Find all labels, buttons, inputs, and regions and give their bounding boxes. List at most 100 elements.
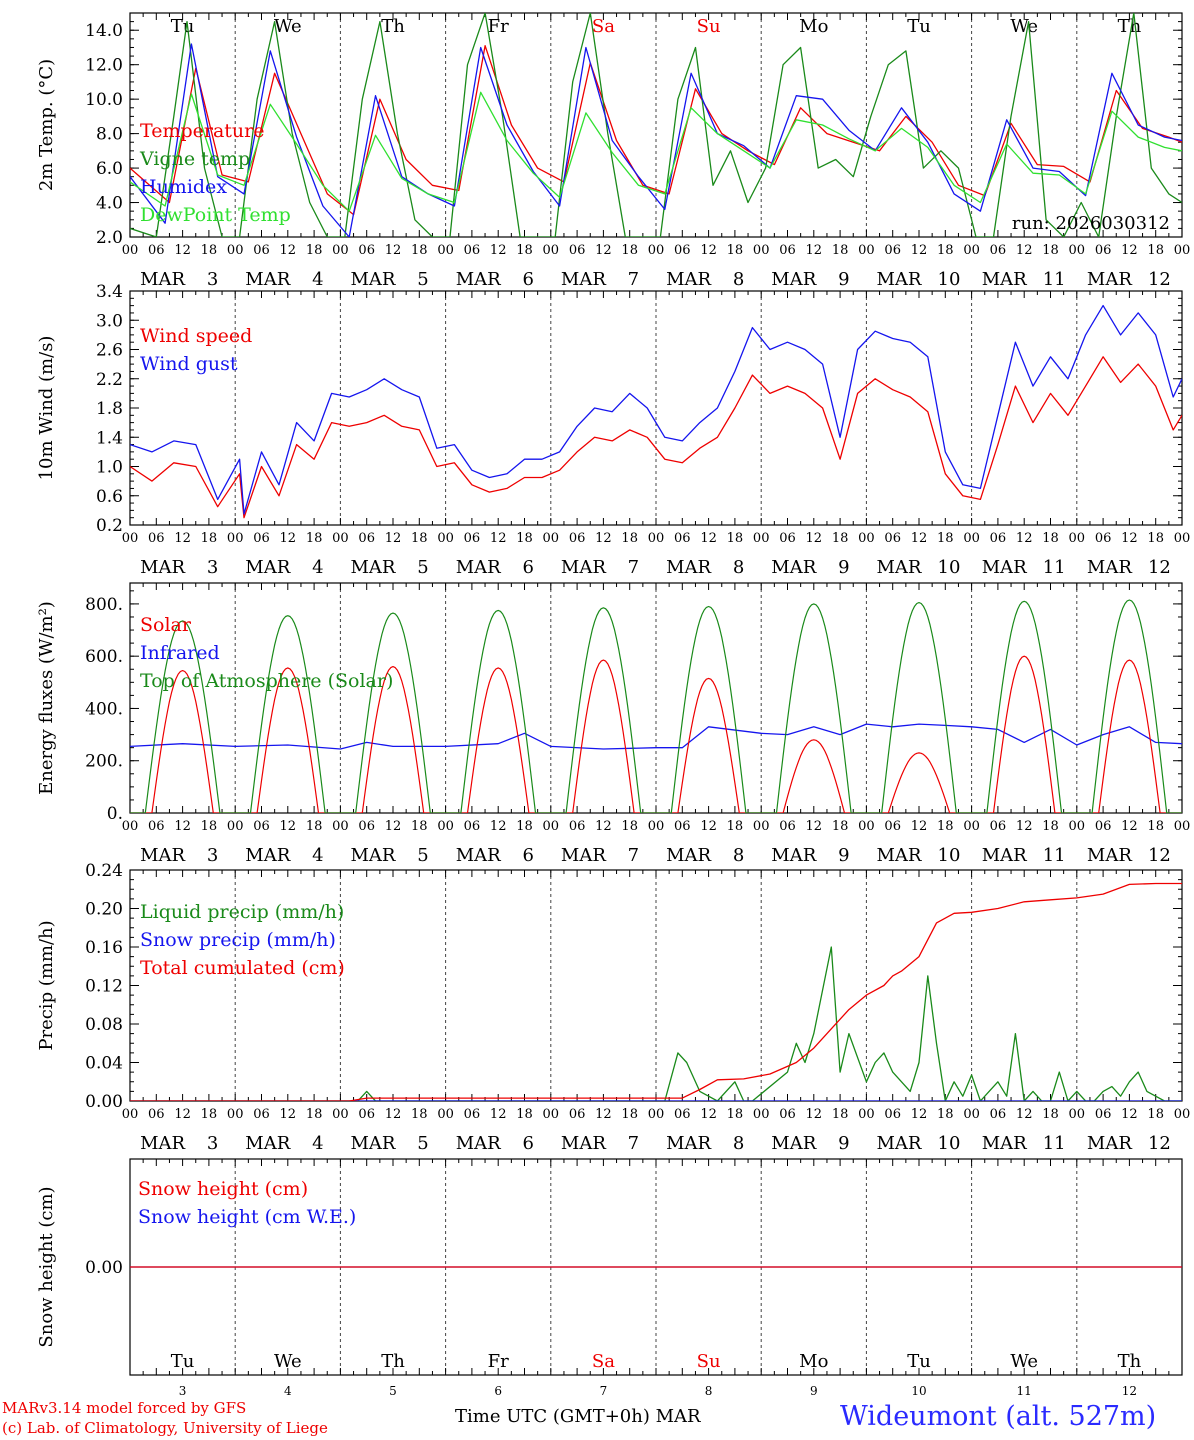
y-axis-label: 10m Wind (m/s) [36,336,57,481]
legend-entry: Solar [140,614,192,636]
date-day-label: 5 [417,1133,428,1154]
date-day-label: 4 [312,1133,323,1154]
hour-tick-label: 00 [227,819,244,834]
y-tick-label: 0.00 [85,1092,123,1112]
series-wind-speed [130,356,1182,519]
date-day-label: 4 [312,269,323,290]
date-day-label: 12 [1148,845,1171,866]
weekday-label: Th [1118,1351,1142,1372]
hour-tick-label: 00 [1069,1107,1086,1122]
legend-entry: Wind gust [140,353,238,375]
legend-entry: Liquid precip (mm/h) [140,901,344,923]
series-vigne-temp [130,13,1182,237]
weekday-label: Fr [488,1351,509,1372]
hour-tick-label: 00 [753,819,770,834]
hour-tick-label: 00 [1174,819,1191,834]
weekday-label: Tu [907,16,931,37]
date-day-label: 6 [522,269,533,290]
date-month-label: MAR [351,557,396,578]
hour-tick-label: 06 [358,1107,375,1122]
hour-tick-label: 06 [990,243,1007,258]
hour-tick-label: 12 [385,1107,402,1122]
hour-tick-label: 18 [516,819,533,834]
legend-entry: Infrared [140,642,220,664]
date-day-label: 8 [733,845,744,866]
weekday-label: Fr [488,16,509,37]
date-day-label: 9 [838,557,849,578]
date-day-label: 10 [938,1133,961,1154]
model-credit: MARv3.14 model forced by GFS [2,1399,247,1417]
hour-tick-label: 12 [280,531,297,546]
hour-tick-label: 06 [884,819,901,834]
hour-tick-label: 00 [437,1107,454,1122]
hour-tick-label: 06 [569,1107,586,1122]
hour-tick-label: 06 [253,243,270,258]
hour-tick-label: 18 [621,1107,638,1122]
date-small-label: 5 [389,1384,397,1398]
hour-tick-label: 12 [490,819,507,834]
series-temperature [130,45,1182,216]
hour-tick-label: 00 [963,819,980,834]
station-name: Wideumont (alt. 527m) [840,1401,1157,1432]
hour-tick-label: 06 [990,531,1007,546]
date-small-label: 3 [179,1384,187,1398]
hour-tick-label: 00 [1069,531,1086,546]
hour-tick-label: 06 [253,819,270,834]
legend-entry: Wind speed [140,325,252,347]
hour-tick-label: 00 [753,1107,770,1122]
hour-tick-label: 12 [595,1107,612,1122]
y-tick-label: 0.16 [85,938,123,958]
hour-tick-label: 00 [648,1107,665,1122]
legend-entry: Total cumulated (cm) [140,957,345,979]
hour-tick-label: 12 [700,531,717,546]
hour-tick-label: 12 [595,819,612,834]
legend-entry: Humidex [140,176,227,198]
date-day-label: 4 [312,557,323,578]
hour-tick-label: 06 [674,531,691,546]
hour-tick-label: 12 [911,819,928,834]
hour-tick-label: 12 [1016,531,1033,546]
date-month-label: MAR [351,269,396,290]
y-tick-label: 0.04 [85,1054,123,1074]
legend-entry: Snow height (cm W.E.) [138,1206,356,1228]
hour-tick-label: 18 [621,243,638,258]
hour-tick-label: 18 [306,1107,323,1122]
date-day-label: 9 [838,1133,849,1154]
hour-tick-label: 00 [753,531,770,546]
hour-tick-label: 18 [1147,819,1164,834]
hour-tick-label: 00 [122,1107,139,1122]
hour-tick-label: 12 [911,243,928,258]
hour-tick-label: 12 [806,1107,823,1122]
hour-tick-label: 12 [700,819,717,834]
y-tick-label: 200. [85,752,123,772]
date-day-label: 9 [838,845,849,866]
hour-tick-label: 18 [411,531,428,546]
weekday-label: Tu [171,16,195,37]
y-tick-label: 3.0 [96,311,123,331]
hour-tick-label: 12 [595,243,612,258]
hour-tick-label: 18 [727,1107,744,1122]
series-dewpoint-temp [130,91,1182,212]
hour-tick-label: 06 [148,1107,165,1122]
hour-tick-label: 06 [884,1107,901,1122]
date-month-label: MAR [245,269,290,290]
date-month-label: MAR [877,269,922,290]
x-axis-title-text: Time UTC (GMT+0h) [455,1406,650,1427]
y-tick-label: 1.4 [96,428,123,448]
hour-tick-label: 18 [832,531,849,546]
hour-tick-label: 18 [621,819,638,834]
hour-tick-label: 18 [832,819,849,834]
date-month-label: MAR [877,845,922,866]
weekday-label: Mo [799,1351,828,1372]
hour-tick-label: 00 [227,1107,244,1122]
date-month-label: MAR [245,557,290,578]
y-tick-label: 0.24 [85,861,123,881]
date-month-label: MAR [666,557,711,578]
hour-tick-label: 18 [1147,243,1164,258]
date-day-label: 12 [1148,557,1171,578]
date-day-label: 10 [938,269,961,290]
date-day-label: 6 [522,557,533,578]
hour-tick-label: 18 [201,531,218,546]
weekday-label: Sa [592,16,615,37]
date-month-label: MAR [982,845,1027,866]
